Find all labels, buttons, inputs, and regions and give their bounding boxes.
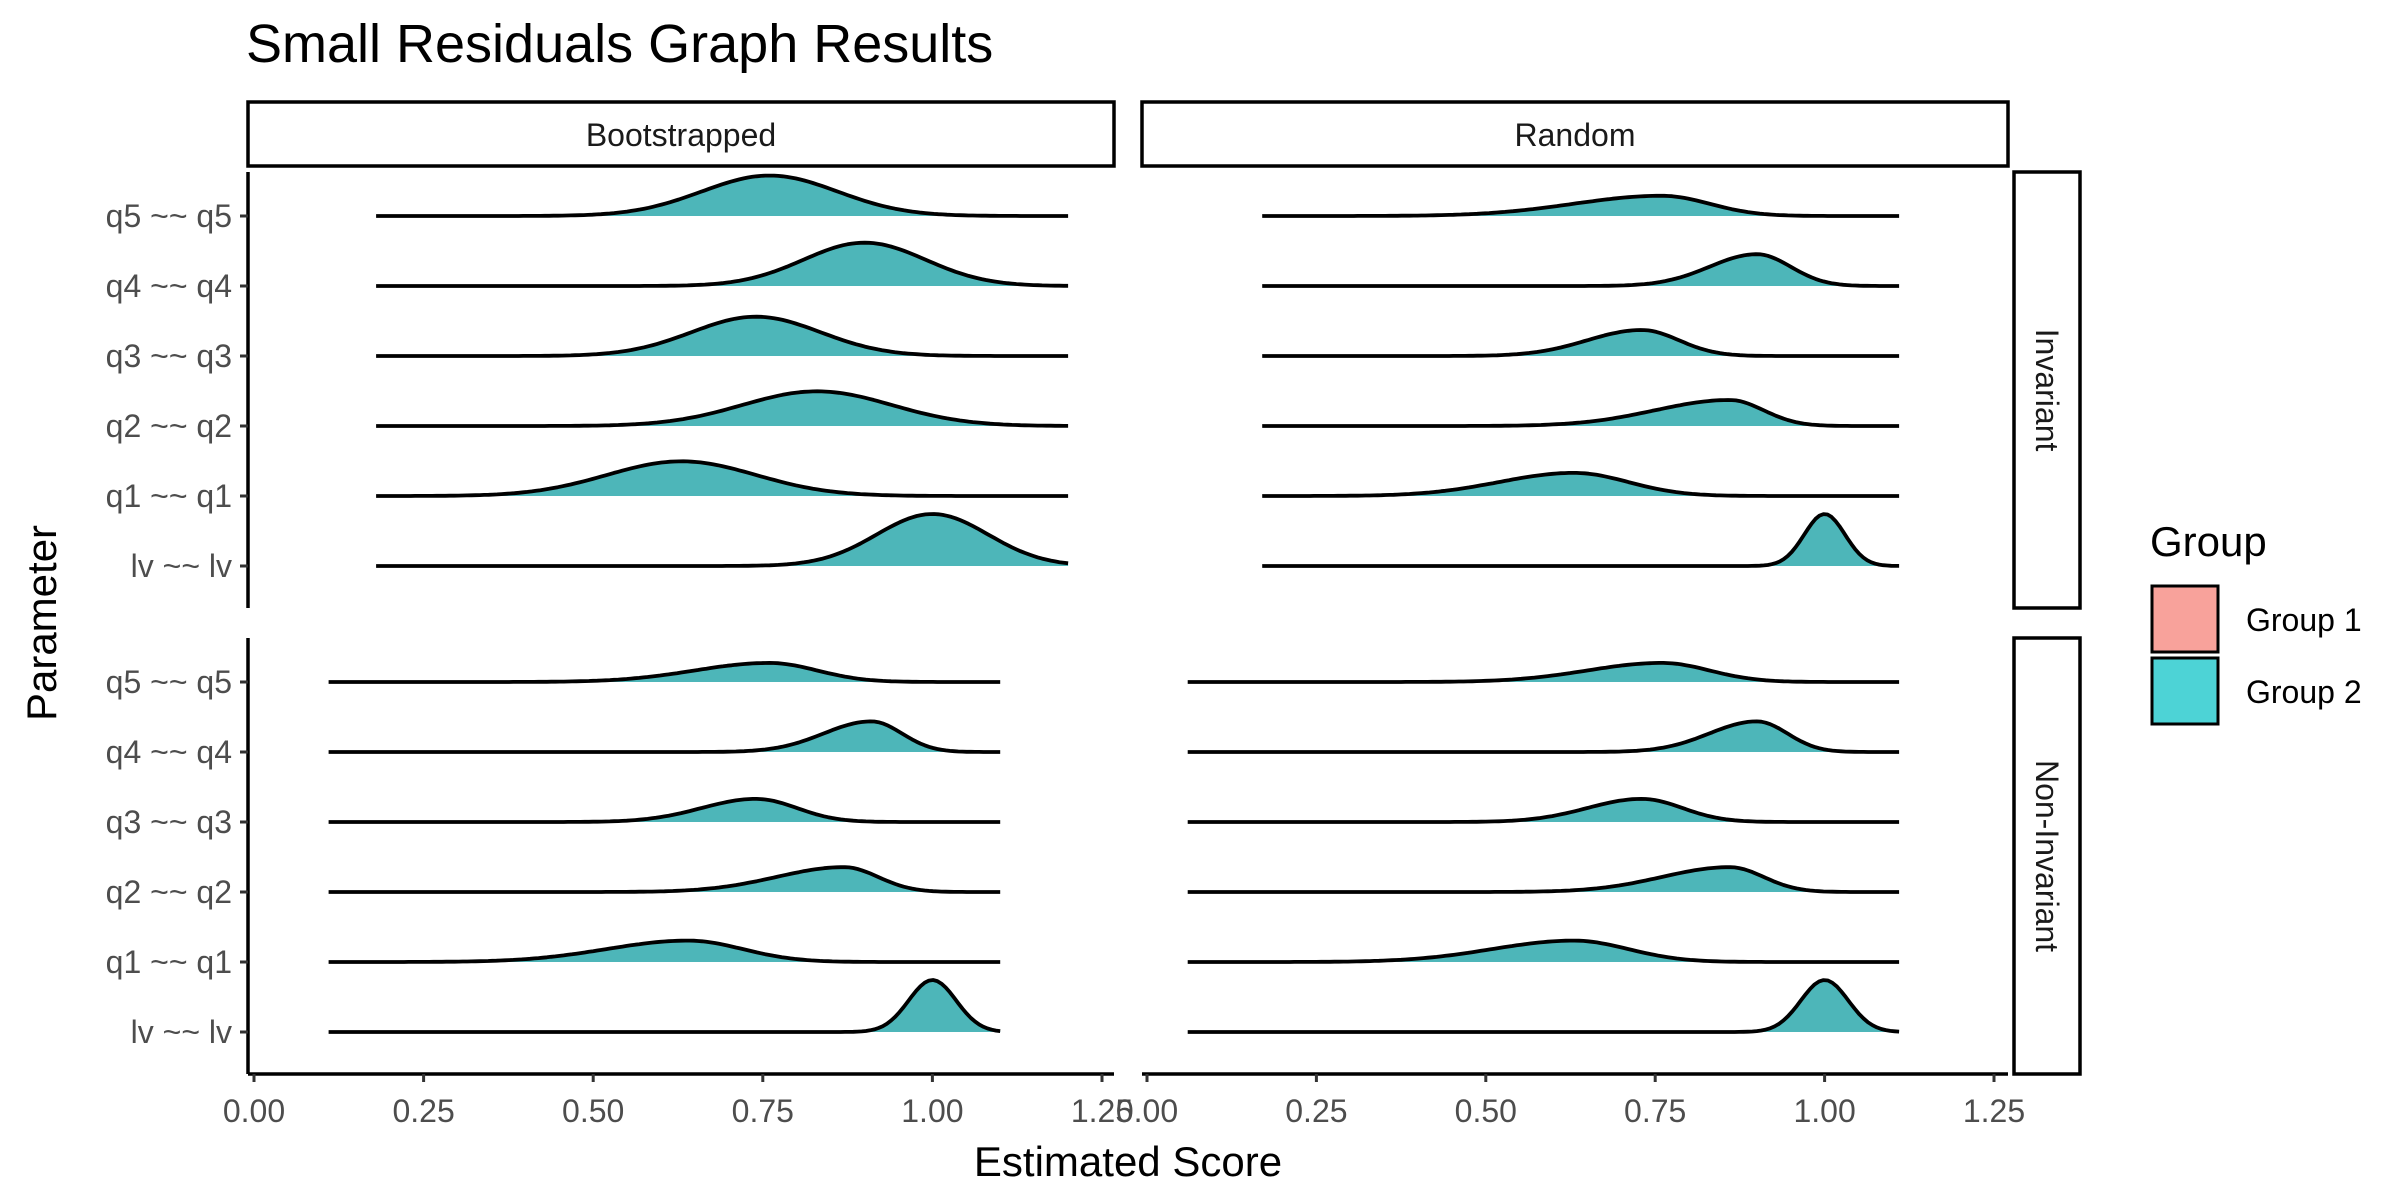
ridge-random-non-invariant-q2-q2-outline (1187, 865, 1900, 894)
x-tick-label-bootstrapped-0-25: 0.25 (392, 1093, 454, 1129)
legend: Group Group 1 Group 2 (2150, 518, 2362, 726)
ridge-random-invariant-lv-lv-outline (1262, 512, 1900, 568)
ridge-random-non-invariant-q4-q4-outline (1187, 719, 1900, 754)
x-tick-label-bootstrapped-0-75: 0.75 (732, 1093, 794, 1129)
y-tick-label-invariant-q3-q3: q3 ~~ q3 (106, 338, 232, 374)
x-tick-label-random-1-00: 1.00 (1793, 1093, 1855, 1129)
ridge-bootstrapped-invariant-q3-q3-outline (376, 314, 1069, 358)
panel-bootstrapped-non-invariant (328, 661, 1001, 1034)
ridge-random-invariant-q4-q4-area (1262, 254, 1900, 286)
ridge-random-invariant-q4-q4-outline (1262, 252, 1900, 288)
ridge-random-invariant-q3-q3-outline (1262, 328, 1900, 358)
ridge-random-invariant-lv-lv-area (1262, 514, 1900, 566)
ridge-random-non-invariant-q5-q5-outline (1187, 661, 1900, 684)
ridge-bootstrapped-non-invariant-q3-q3-outline (328, 797, 1001, 824)
ridge-bootstrapped-invariant-q4-q4-outline (376, 240, 1069, 288)
ridge-bootstrapped-invariant-q4-q4-area (376, 242, 1069, 286)
strip-random-box (1140, 100, 2010, 168)
x-tick-label-bootstrapped-0-50: 0.50 (562, 1093, 624, 1129)
panel-bootstrapped-invariant (376, 173, 1069, 568)
y-tick-label-non-invariant-lv-lv: lv ~~ lv (131, 1014, 232, 1050)
x-tick-label-random-0-25: 0.25 (1285, 1093, 1347, 1129)
ridge-bootstrapped-invariant-q5-q5-area (376, 175, 1069, 216)
x-tick-label-random-0-50: 0.50 (1455, 1093, 1517, 1129)
y-tick-label-non-invariant-q4-q4: q4 ~~ q4 (106, 734, 232, 770)
ridge-random-non-invariant-q2-q2-area (1187, 867, 1900, 892)
ridge-random-non-invariant-q3-q3-outline (1187, 797, 1900, 824)
x-tick-label-random-0-00: 0.00 (1116, 1093, 1178, 1129)
chart-title: Small Residuals Graph Results (246, 14, 993, 74)
x-tick-label-random-1-25: 1.25 (1963, 1093, 2025, 1129)
y-tick-label-invariant-lv-lv: lv ~~ lv (131, 548, 232, 584)
strip-label-random: Random (1515, 117, 1636, 153)
ridge-bootstrapped-invariant-q2-q2-area (376, 391, 1069, 426)
ridge-random-invariant-q1-q1-outline (1262, 471, 1900, 498)
y-axis-title: Parameter (18, 525, 65, 721)
ridge-random-invariant-q2-q2-outline (1262, 398, 1900, 428)
ridge-bootstrapped-non-invariant-q2-q2-outline (328, 865, 1001, 894)
ridge-bootstrapped-non-invariant-q4-q4-area (328, 721, 1001, 752)
y-axis-ticks: lv ~~ lv q1 ~~ q1 q2 ~~ q2 q3 ~~ q3 q4 ~~ q4… (106, 198, 248, 1050)
y-tick-label-invariant-q4-q4: q4 ~~ q4 (106, 268, 232, 304)
ridge-bootstrapped-non-invariant-q5-q5-area (328, 662, 1001, 682)
ridge-bootstrapped-non-invariant-q4-q4-outline (328, 719, 1001, 754)
ridge-random-non-invariant-lv-lv-outline (1187, 978, 1900, 1034)
ridge-bootstrapped-non-invariant-lv-lv-area (328, 980, 1001, 1032)
strip-invariant-box (2012, 170, 2082, 610)
strip-label-bootstrapped: Bootstrapped (586, 117, 776, 153)
y-tick-label-non-invariant-q5-q5: q5 ~~ q5 (106, 664, 232, 700)
x-tick-label-bootstrapped-0-00: 0.00 (223, 1093, 285, 1129)
strip-label-invariant: Invariant (2029, 329, 2065, 452)
x-tick-label-random-0-75: 0.75 (1624, 1093, 1686, 1129)
y-tick-label-non-invariant-q2-q2: q2 ~~ q2 (106, 874, 232, 910)
legend-key-group-2 (2150, 656, 2220, 726)
ridge-random-non-invariant-q1-q1-area (1187, 940, 1900, 962)
y-tick-label-invariant-q1-q1: q1 ~~ q1 (106, 478, 232, 514)
ridge-random-invariant-q1-q1-area (1262, 472, 1900, 496)
y-tick-label-non-invariant-q1-q1: q1 ~~ q1 (106, 944, 232, 980)
legend-label-group-1: Group 1 (2246, 602, 2362, 638)
x-axis-title: Estimated Score (974, 1138, 1282, 1185)
ridge-bootstrapped-invariant-q1-q1-outline (376, 459, 1069, 498)
ridge-random-invariant-q5-q5-outline (1262, 193, 1900, 218)
legend-key-group-1 (2150, 584, 2220, 654)
y-tick-label-non-invariant-q3-q3: q3 ~~ q3 (106, 804, 232, 840)
ridge-random-non-invariant-q5-q5-area (1187, 662, 1900, 682)
ridge-bootstrapped-invariant-q2-q2-outline (376, 389, 1069, 428)
ridge-bootstrapped-invariant-q3-q3-area (376, 316, 1069, 356)
ridge-bootstrapped-invariant-lv-lv-outline (376, 512, 1069, 568)
ridge-random-invariant-q2-q2-area (1262, 400, 1900, 426)
ridge-bootstrapped-non-invariant-q5-q5-outline (328, 661, 1001, 684)
strip-label-non-invariant: Non-Invariant (2029, 760, 2065, 952)
ridge-bootstrapped-invariant-q5-q5-outline (376, 173, 1069, 218)
ridge-bootstrapped-non-invariant-q2-q2-area (328, 867, 1001, 892)
x-axis-ticks: 0.00 0.25 0.50 0.75 1.00 1.250.00 0.25 0.50 0.75… (223, 1074, 2025, 1129)
strip-non-invariant-box (2012, 636, 2082, 1076)
y-tick-label-invariant-q2-q2: q2 ~~ q2 (106, 408, 232, 444)
panel-random-invariant (1262, 193, 1900, 568)
legend-title: Group (2150, 518, 2267, 565)
y-tick-label-invariant-q5-q5: q5 ~~ q5 (106, 198, 232, 234)
panel-random-non-invariant (1187, 661, 1900, 1034)
x-tick-label-bootstrapped-1-00: 1.00 (901, 1093, 963, 1129)
ridge-bootstrapped-non-invariant-q1-q1-outline (328, 938, 1001, 964)
ridge-bootstrapped-invariant-lv-lv-area (376, 514, 1069, 566)
ridge-bootstrapped-invariant-q1-q1-area (376, 461, 1069, 496)
ridge-random-non-invariant-q1-q1-outline (1187, 938, 1900, 964)
ridge-random-non-invariant-lv-lv-area (1187, 980, 1900, 1032)
ridge-bootstrapped-non-invariant-q1-q1-area (328, 940, 1001, 962)
legend-label-group-2: Group 2 (2246, 674, 2362, 710)
strip-bootstrapped-box (246, 100, 1116, 168)
ridge-bootstrapped-non-invariant-lv-lv-outline (328, 978, 1001, 1034)
x-tick-label-bootstrapped-1-25: 1.25 (1071, 1093, 1133, 1129)
